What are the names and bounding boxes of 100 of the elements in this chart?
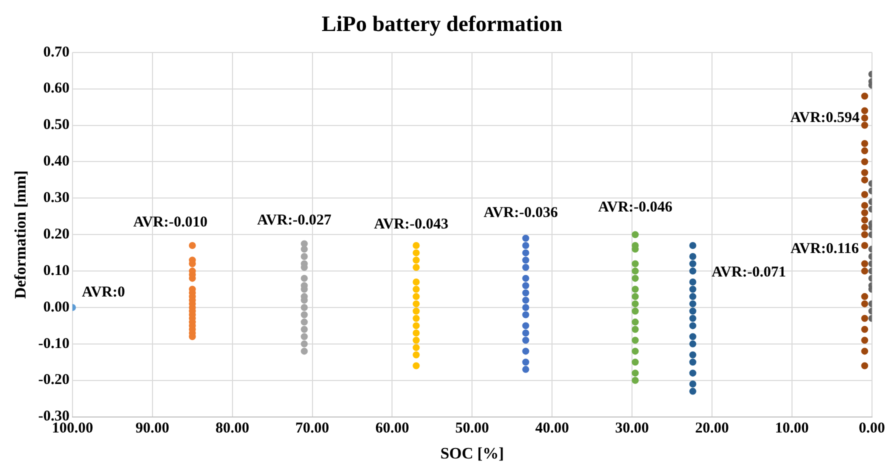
annotation: AVR:0.594 [790, 110, 860, 126]
point [861, 107, 868, 114]
point [522, 336, 530, 344]
point [522, 296, 530, 304]
point [632, 260, 639, 268]
point [861, 268, 868, 275]
point [689, 268, 696, 275]
point [522, 311, 530, 318]
point [861, 92, 868, 100]
point [412, 336, 420, 344]
x-tick-label: 40.00 [535, 420, 569, 437]
point [412, 329, 420, 336]
point [412, 314, 420, 322]
point [412, 344, 420, 352]
point [632, 286, 639, 293]
x-tick-label: 50.00 [455, 420, 490, 437]
point [412, 278, 420, 286]
point [412, 249, 420, 256]
x-tick-label: 10.00 [775, 420, 809, 437]
point [412, 300, 420, 308]
y-tick-label: 0.30 [43, 190, 70, 206]
point [689, 333, 696, 340]
point [861, 260, 868, 268]
point [689, 308, 696, 315]
point [861, 293, 868, 300]
point [522, 234, 530, 242]
point [689, 293, 696, 300]
point [522, 358, 530, 366]
point [861, 158, 868, 166]
point [632, 274, 639, 282]
point [632, 268, 639, 275]
point [689, 314, 696, 322]
point [412, 362, 420, 370]
point [689, 300, 696, 308]
point [412, 242, 420, 250]
annotation: AVR:-0.071 [712, 264, 786, 280]
x-tick-label: 100.00 [52, 420, 94, 437]
y-tick-label: 0.00 [43, 299, 70, 316]
point [861, 216, 868, 224]
point [689, 278, 696, 286]
point [412, 308, 420, 315]
point [522, 366, 530, 373]
point [300, 304, 308, 311]
point [861, 242, 868, 250]
x-tick-label: 70.00 [295, 420, 330, 437]
point [522, 289, 530, 296]
x-tick-label: 60.00 [375, 420, 410, 437]
point [861, 122, 868, 129]
point [861, 114, 868, 122]
point [632, 326, 639, 333]
point [689, 388, 696, 395]
annotation: AVR:0.116 [790, 241, 860, 258]
y-tick-label: -0.20 [38, 372, 70, 388]
point [861, 314, 868, 322]
point [522, 264, 530, 271]
x-tick-label: 80.00 [215, 420, 250, 437]
y-tick-label: 0.10 [43, 262, 70, 279]
x-tick-label: 20.00 [695, 420, 729, 437]
point [412, 286, 420, 293]
point [300, 333, 308, 340]
point [861, 336, 868, 344]
point [522, 348, 530, 355]
point [412, 351, 420, 358]
point [300, 348, 308, 355]
point [300, 311, 308, 318]
point [632, 336, 639, 344]
point [861, 176, 868, 184]
point [522, 249, 530, 256]
point [522, 256, 530, 264]
y-tick-label: 0.60 [43, 80, 70, 97]
annotation: AVR:-0.027 [257, 212, 332, 229]
point [632, 300, 639, 308]
x-axis-title: SOC [%] [440, 446, 504, 463]
chart-title: LiPo battery deformation [322, 10, 562, 36]
point [522, 282, 530, 290]
annotation: AVR:-0.010 [133, 214, 208, 230]
point [412, 322, 420, 330]
point [188, 242, 196, 250]
point [632, 370, 639, 377]
point [689, 252, 696, 260]
point [300, 246, 308, 253]
point [689, 260, 696, 268]
point [861, 300, 868, 308]
point [861, 147, 868, 154]
annotation: AVR:0 [82, 284, 125, 300]
annotation: AVR:-0.043 [374, 216, 448, 232]
point [300, 252, 308, 260]
point [861, 231, 868, 238]
point [522, 242, 530, 250]
point [522, 304, 530, 311]
x-tick-label: 0.00 [858, 420, 885, 437]
point [861, 191, 868, 198]
point [632, 318, 639, 326]
y-axis-title: Deformation [mm] [12, 170, 30, 299]
point [861, 209, 868, 216]
point [861, 140, 868, 147]
x-tick-label: 30.00 [615, 420, 649, 437]
point [861, 224, 868, 231]
point [689, 286, 696, 293]
point [689, 351, 696, 358]
